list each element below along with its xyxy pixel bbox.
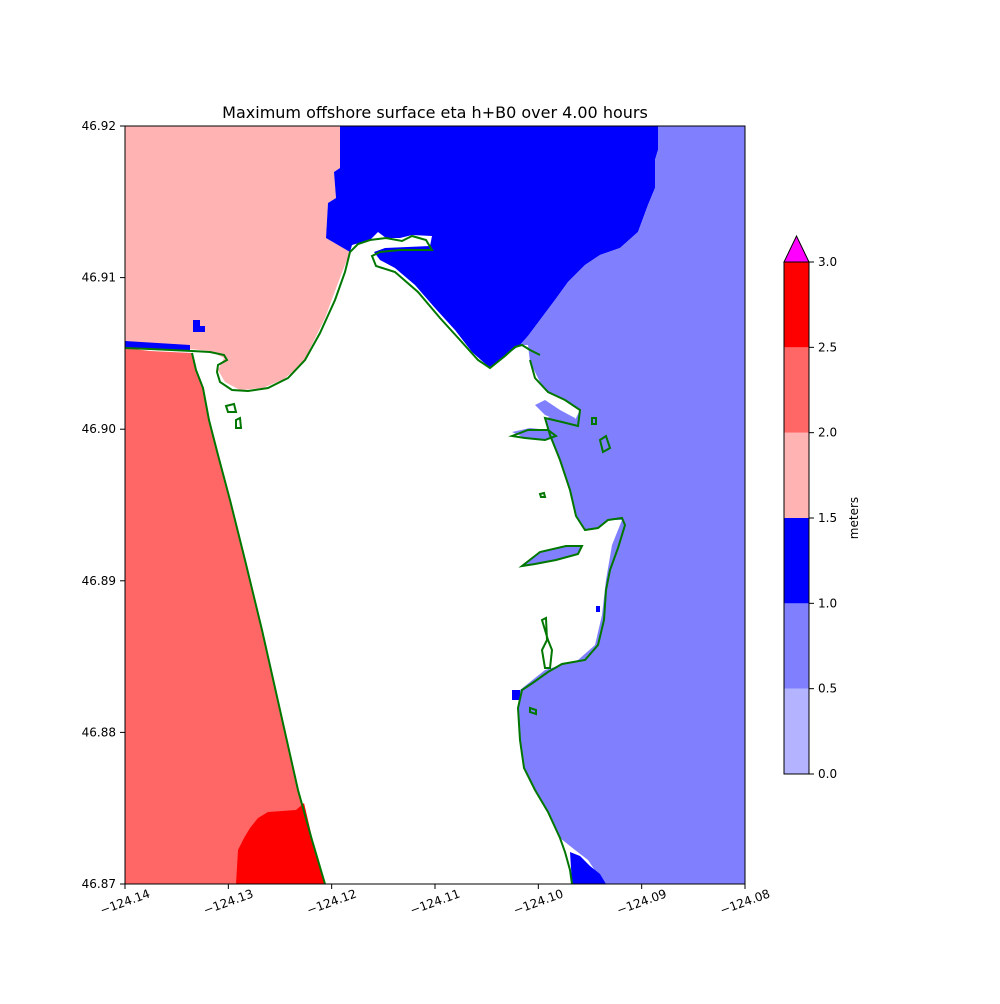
x-tick-label: −124.11: [408, 887, 462, 918]
y-tick-label: 46.87: [82, 877, 116, 891]
y-tick-label: 46.89: [82, 574, 116, 588]
colorbar-tick-label: 2.5: [818, 340, 837, 354]
colorbar-tick-label: 1.5: [818, 511, 837, 525]
shoreline-contours: [125, 234, 627, 884]
colorbar: 0.0 0.5 1.0 1.5 2.0 2.5 3.0: [783, 234, 837, 781]
map-plot-area: [125, 126, 745, 884]
colorbar-bin: [784, 432, 809, 518]
colorbar-tick-label: 0.5: [818, 682, 837, 696]
shoreline-island-1: [224, 402, 238, 413]
colorbar-tick-label: 0.0: [818, 767, 837, 781]
region-small-blue-patch: [193, 320, 205, 332]
x-tick-label: −124.08: [718, 887, 772, 918]
colorbar-bin: [784, 262, 809, 348]
chart-title: Maximum offshore surface eta h+B0 over 4…: [222, 103, 648, 122]
region-south-west-coast-max: [236, 803, 325, 884]
shoreline-west-coast: [125, 234, 541, 393]
shoreline-inlet-1: [508, 429, 559, 442]
y-tick-label: 46.92: [82, 119, 116, 133]
shoreline-island-3: [538, 491, 547, 498]
x-tick-label: −124.14: [98, 887, 152, 918]
region-east-bay: [518, 126, 745, 884]
colorbar-extend-arrow: [783, 234, 810, 263]
region-bay-inlet-2: [522, 546, 582, 566]
colorbar-bin: [784, 603, 809, 689]
colorbar-tick-label: 3.0: [818, 255, 837, 269]
colorbar-bin: [784, 347, 809, 433]
shoreline-island-5: [529, 706, 537, 716]
region-south-east-channel: [570, 852, 606, 884]
y-tick-label: 46.91: [82, 271, 116, 285]
x-axis: −124.14 −124.13 −124.12 −124.11 −124.10 −124.…: [98, 884, 772, 917]
shoreline-island-6: [598, 434, 612, 454]
shoreline-east-coast: [516, 359, 627, 884]
region-north-bay-channel: [326, 126, 658, 368]
region-small-blue-patch-2: [512, 690, 520, 700]
colorbar-label: meters: [847, 497, 861, 539]
y-tick-label: 46.90: [82, 422, 116, 436]
x-tick-label: −124.09: [615, 887, 669, 918]
shoreline-west-beach: [191, 352, 326, 884]
shoreline-inlet-2: [518, 545, 584, 568]
x-tick-label: −124.12: [305, 887, 359, 918]
y-tick-label: 46.88: [82, 725, 116, 739]
shoreline-island-4: [540, 616, 554, 669]
colorbar-bin: [784, 518, 809, 604]
y-axis: 46.87 46.88 46.89 46.90 46.91 46.92: [82, 119, 125, 891]
region-west-ocean-coast: [125, 348, 325, 884]
x-tick-label: −124.10: [511, 887, 565, 918]
shoreline-island-7: [591, 417, 597, 425]
shoreline-island-2: [235, 416, 243, 429]
region-bay-inlet-3: [535, 400, 578, 426]
colorbar-bin: [784, 688, 809, 774]
region-small-blue-patch-3: [596, 606, 600, 612]
colorbar-tick-label: 1.0: [818, 596, 837, 610]
x-tick-label: −124.13: [201, 887, 255, 918]
colorbar-tick-label: 2.0: [818, 426, 837, 440]
region-north-west-offshore: [125, 126, 350, 390]
